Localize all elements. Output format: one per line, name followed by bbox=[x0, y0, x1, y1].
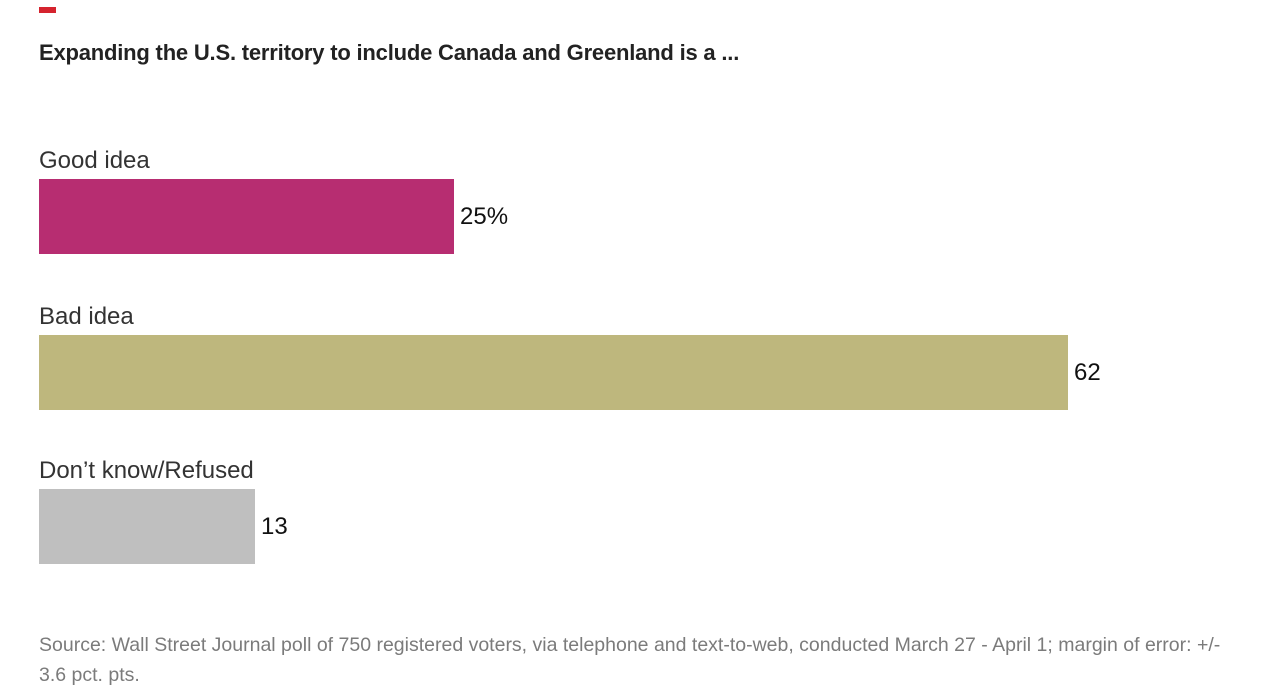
bar-row: Bad idea 62 bbox=[39, 304, 1101, 410]
chart-title: Expanding the U.S. territory to include … bbox=[39, 40, 740, 65]
bar-fill bbox=[39, 489, 255, 564]
bar-line: 13 bbox=[39, 489, 288, 564]
bar-value-label: 62 bbox=[1074, 358, 1101, 386]
source-note: Source: Wall Street Journal poll of 750 … bbox=[39, 634, 1221, 686]
bar-line: 25% bbox=[39, 179, 508, 254]
brand-red-dash bbox=[39, 7, 56, 13]
bar-category-label: Good idea bbox=[39, 147, 150, 174]
bar-fill bbox=[39, 179, 454, 254]
bar-category-label: Bad idea bbox=[39, 303, 134, 330]
bar-category-label: Don’t know/Refused bbox=[39, 457, 254, 484]
bar-value-label: 25% bbox=[460, 202, 509, 230]
bar-row: Good idea 25% bbox=[39, 148, 508, 254]
bar-fill bbox=[39, 335, 1068, 410]
bar-line: 62 bbox=[39, 335, 1101, 410]
bar-row: Don’t know/Refused 13 bbox=[39, 458, 288, 564]
bar-value-label: 13 bbox=[261, 512, 288, 540]
